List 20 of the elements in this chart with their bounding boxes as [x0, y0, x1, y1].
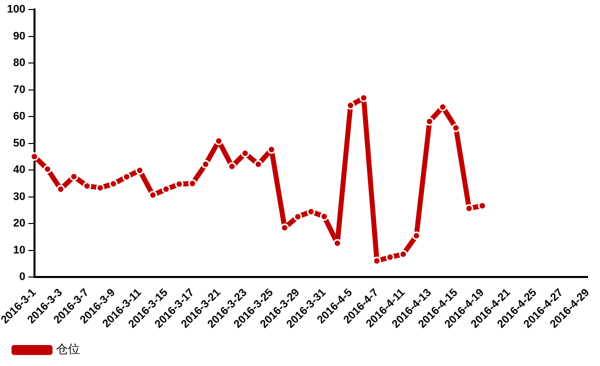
point — [398, 250, 408, 258]
point — [162, 184, 170, 194]
y-tick-label: 90 — [13, 30, 26, 42]
y-tick-label: 20 — [13, 218, 26, 230]
y-tick-label: 50 — [13, 137, 26, 150]
point — [201, 160, 210, 169]
y-tick-label: 80 — [13, 57, 26, 70]
y-tick-label: 30 — [13, 190, 26, 203]
point — [294, 212, 302, 221]
legend-label: 仓位 — [56, 342, 80, 356]
y-tick-label: 100 — [6, 4, 26, 16]
point — [122, 172, 131, 182]
y-tick-label: 70 — [13, 84, 26, 96]
y-tick-label: 40 — [13, 164, 26, 176]
y-tick-label: 10 — [13, 244, 26, 256]
point — [320, 212, 328, 221]
y-tick-label: 0 — [19, 271, 26, 284]
y-tick-label: 60 — [13, 110, 26, 123]
point — [109, 180, 118, 188]
point — [43, 164, 52, 174]
